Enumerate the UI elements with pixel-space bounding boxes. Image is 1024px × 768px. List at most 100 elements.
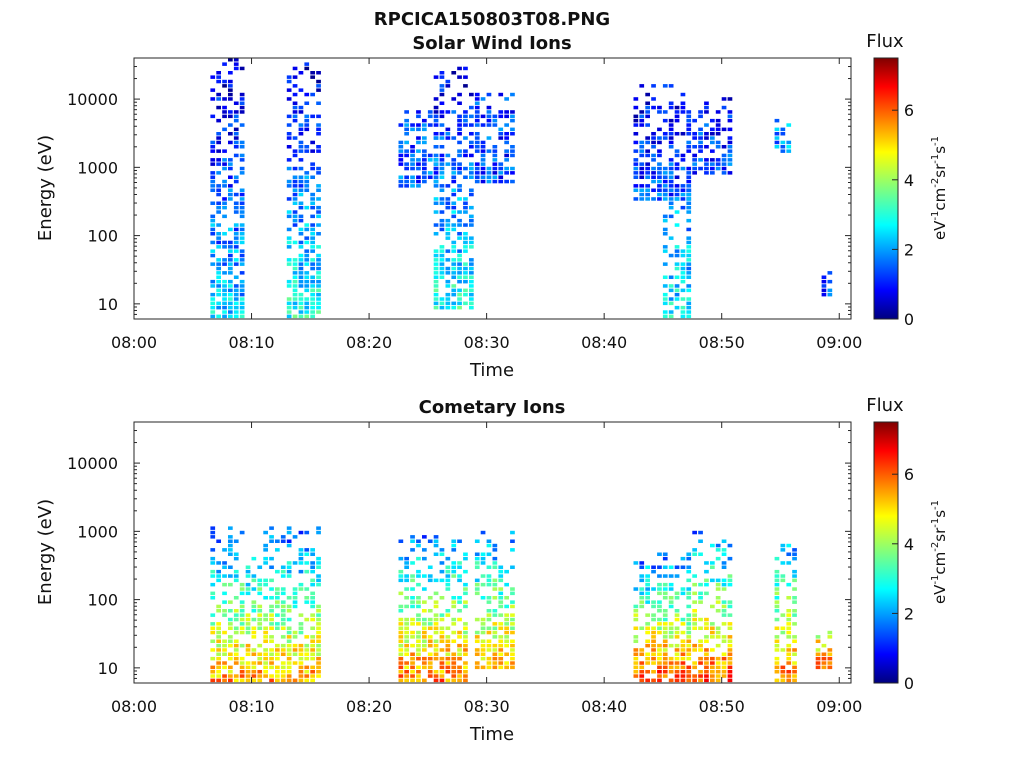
cometary-flux-cell bbox=[222, 548, 227, 552]
solar-wind-flux-cell bbox=[228, 97, 233, 101]
solar-wind-flux-cell bbox=[651, 179, 656, 184]
solar-wind-flux-cell bbox=[686, 192, 692, 197]
cometary-flux-cell bbox=[286, 652, 292, 656]
solar-wind-flux-cell bbox=[486, 179, 492, 184]
solar-wind-flux-cell bbox=[298, 279, 304, 284]
cometary-flux-cell bbox=[263, 674, 268, 678]
solar-wind-flux-cell bbox=[668, 123, 674, 127]
cometary-flux-cell bbox=[662, 617, 668, 622]
solar-wind-flux-cell bbox=[439, 262, 445, 266]
cometary-flux-cell bbox=[263, 665, 268, 670]
cometary-flux-cell bbox=[422, 609, 427, 613]
solar-wind-flux-cell bbox=[469, 188, 474, 192]
solar-wind-flux-cell bbox=[445, 301, 451, 306]
solar-wind-flux-cell bbox=[410, 162, 415, 166]
cometary-flux-cell bbox=[410, 674, 415, 678]
solar-wind-flux-cell bbox=[233, 284, 239, 288]
solar-wind-flux-cell bbox=[686, 184, 692, 188]
cometary-flux-cell bbox=[210, 591, 216, 596]
cometary-flux-cell bbox=[316, 665, 321, 670]
solar-wind-flux-cell bbox=[463, 266, 468, 271]
solar-wind-flux-cell bbox=[439, 123, 445, 127]
solar-wind-flux-cell bbox=[416, 158, 421, 162]
cometary-flux-cell bbox=[304, 652, 310, 656]
solar-wind-flux-cell bbox=[316, 223, 321, 227]
cometary-flux-cell bbox=[498, 665, 504, 670]
solar-wind-flux-cell bbox=[686, 127, 692, 132]
cometary-flux-cell bbox=[410, 643, 415, 648]
solar-wind-flux-cell bbox=[228, 266, 233, 271]
solar-wind-flux-cell bbox=[316, 197, 321, 201]
solar-wind-flux-cell bbox=[228, 166, 233, 171]
solar-wind-flux-cell bbox=[286, 132, 292, 136]
cometary-flux-cell bbox=[280, 617, 286, 622]
solar-wind-flux-cell bbox=[639, 123, 645, 127]
solar-wind-flux-cell bbox=[228, 227, 233, 232]
solar-wind-flux-cell bbox=[463, 275, 468, 279]
solar-wind-flux-cell bbox=[486, 171, 492, 175]
cometary-flux-cell bbox=[668, 626, 674, 630]
solar-wind-flux-cell bbox=[316, 262, 321, 266]
solar-wind-flux-cell bbox=[633, 171, 639, 175]
solar-wind-flux-cell bbox=[427, 110, 433, 114]
cometary-flux-cell bbox=[639, 561, 645, 565]
cometary-flux-cell bbox=[463, 630, 468, 635]
solar-wind-flux-cell bbox=[457, 171, 462, 175]
cometary-flux-cell bbox=[633, 665, 639, 670]
solar-wind-flux-cell bbox=[639, 197, 645, 201]
cometary-flux-cell bbox=[439, 674, 445, 678]
cometary-flux-cell bbox=[239, 587, 245, 591]
solar-wind-flux-cell bbox=[633, 158, 639, 162]
solar-wind-flux-cell bbox=[674, 105, 680, 110]
cometary-flux-cell bbox=[457, 617, 462, 622]
solar-wind-flux-cell bbox=[304, 101, 310, 105]
solar-wind-flux-cell bbox=[292, 258, 298, 262]
solar-wind-flux-cell bbox=[469, 284, 474, 288]
cometary-flux-cell bbox=[216, 630, 221, 635]
solar-wind-flux-cell bbox=[721, 97, 727, 101]
solar-wind-flux-cell bbox=[469, 297, 474, 301]
solar-wind-flux-cell bbox=[651, 84, 656, 88]
cometary-flux-cell bbox=[239, 674, 245, 678]
solar-wind-flux-cell bbox=[239, 214, 245, 219]
cometary-flux-cell bbox=[275, 622, 280, 626]
solar-wind-flux-cell bbox=[633, 166, 639, 171]
cometary-flux-cell bbox=[492, 643, 498, 648]
solar-wind-flux-cell bbox=[433, 75, 439, 79]
solar-wind-flux-cell bbox=[210, 140, 216, 145]
solar-wind-flux-cell bbox=[439, 84, 445, 88]
cometary-flux-cell bbox=[674, 656, 680, 661]
solar-wind-flux-cell bbox=[457, 297, 462, 301]
solar-wind-flux-cell bbox=[480, 114, 486, 119]
solar-wind-flux-cell bbox=[310, 310, 315, 314]
solar-wind-flux-cell bbox=[668, 284, 674, 288]
cometary-flux-cell bbox=[704, 670, 709, 674]
solar-wind-flux-cell bbox=[510, 127, 515, 132]
cometary-flux-cell bbox=[269, 635, 274, 639]
cometary-flux-cell bbox=[416, 648, 421, 652]
solar-wind-flux-cell bbox=[445, 197, 451, 201]
cometary-flux-cell bbox=[504, 626, 509, 630]
solar-wind-flux-cell bbox=[786, 145, 792, 149]
solar-wind-flux-cell bbox=[233, 292, 239, 297]
cometary-flux-cell bbox=[774, 587, 780, 591]
solar-wind-flux-cell bbox=[480, 140, 486, 145]
solar-wind-flux-cell bbox=[298, 158, 304, 162]
cometary-flux-cell bbox=[486, 600, 492, 604]
solar-wind-flux-cell bbox=[433, 288, 439, 293]
solar-wind-flux-cell bbox=[239, 301, 245, 306]
cometary-flux-cell bbox=[257, 578, 263, 583]
solar-wind-flux-cell bbox=[298, 301, 304, 306]
solar-wind-flux-cell bbox=[680, 92, 686, 97]
solar-wind-flux-cell bbox=[298, 149, 304, 153]
cometary-colorbar-tick-label: 0 bbox=[904, 674, 914, 693]
solar-wind-colorbar-title: Flux bbox=[866, 31, 904, 52]
solar-wind-flux-cell bbox=[510, 132, 515, 136]
cometary-flux-cell bbox=[498, 613, 504, 617]
solar-wind-flux-cell bbox=[774, 118, 780, 123]
cometary-flux-cell bbox=[486, 613, 492, 617]
cometary-flux-cell bbox=[492, 543, 498, 548]
cometary-flux-cell bbox=[239, 604, 245, 609]
solar-wind-flux-cell bbox=[439, 162, 445, 166]
